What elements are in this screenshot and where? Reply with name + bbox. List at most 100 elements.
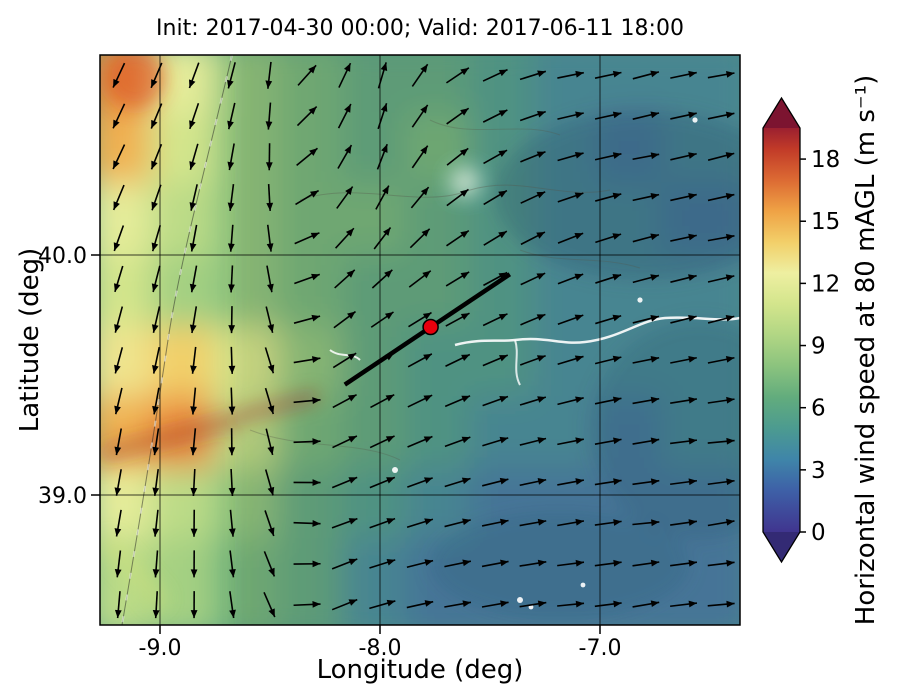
wind-arrow-head (347, 394, 357, 402)
wind-arrow-head (227, 243, 235, 252)
wind-arrow-head (267, 324, 275, 333)
wind-arrow-head (152, 487, 160, 496)
wind-arrow-head (575, 437, 584, 445)
wind-arrow-head (650, 70, 659, 78)
wind-arrow-head (500, 518, 509, 526)
wind-arrow-head (424, 559, 434, 566)
wind-arrow-head (726, 600, 735, 608)
x-tick-label: -7.0 (579, 636, 622, 661)
wind-arrow-head (190, 406, 197, 415)
wind-arrow-head (650, 152, 660, 160)
wind-arrow-head (420, 64, 428, 73)
terrain-contours (249, 119, 641, 461)
transect-annotations (343, 272, 512, 387)
wind-arrow-head (386, 599, 396, 607)
wind-arrow-head (384, 312, 394, 320)
wind-arrow-head (688, 315, 697, 322)
wind-arrow-head (498, 313, 508, 321)
wind-arrow-head (575, 70, 584, 78)
wind-arrow-head (726, 71, 735, 78)
wind-arrow-head (189, 202, 197, 211)
wind-arrow-head (575, 396, 584, 404)
wind-arrow-head (725, 274, 735, 281)
wind-arrow-head (725, 152, 735, 159)
wind-arrow-head (423, 353, 432, 361)
plot-border (99, 54, 741, 626)
wind-arrow-head (688, 274, 697, 281)
wind-arrow-head (265, 80, 273, 89)
wind-arrow-head (114, 364, 121, 374)
wind-arrow-head (498, 150, 508, 158)
wind-arrow-head (267, 486, 275, 496)
wind-arrow-head (537, 600, 547, 608)
wind-arrow-head (348, 436, 357, 443)
wind-arrow-head (460, 313, 470, 320)
wind-arrow-head (310, 232, 320, 240)
wind-arrow-head (650, 559, 660, 567)
wind-arrow-head (267, 364, 275, 374)
wind-arrow-head (462, 600, 471, 608)
wind-arrow-head (113, 201, 120, 210)
wind-arrow-head (688, 233, 697, 241)
wind-arrow-head (420, 145, 428, 155)
wind-arrow-head (725, 355, 735, 363)
wind-arrow-head (536, 151, 546, 158)
wind-arrow-head (384, 269, 393, 278)
wind-arrow-head (189, 243, 197, 252)
wind-arrow-head (725, 315, 735, 322)
wind-arrow-head (227, 79, 234, 89)
colorbar-tick-label: 3 (811, 458, 826, 484)
wind-arrow-head (420, 187, 429, 196)
wind-arrow-head (386, 559, 396, 566)
wind-arrow-head (575, 478, 584, 485)
wind-speed-field (100, 55, 740, 625)
wind-arrow-head (190, 446, 197, 456)
wind-arrow-head (114, 609, 122, 619)
wind-arrow-head (612, 396, 622, 404)
wind-arrow-head (227, 161, 235, 171)
wind-arrow-head (499, 355, 508, 362)
wind-arrow-head (613, 437, 622, 445)
site-marker (422, 318, 439, 336)
wind-arrow-head (267, 446, 275, 455)
wind-arrow-head (152, 528, 160, 537)
wind-arrow-head (726, 518, 735, 526)
wind-arrow-head (345, 228, 354, 237)
wind-arrow-head (381, 185, 389, 195)
colorbar-label: Horizontal wind speed at 80 mAGL (m s⁻¹) (851, 74, 881, 626)
coastline-fringe (121, 55, 233, 625)
wind-arrow-head (229, 568, 236, 578)
pale-spot-serra (451, 168, 479, 196)
wind-arrow-head (309, 148, 318, 156)
wind-arrow-head (500, 559, 509, 567)
wind-arrow-head (612, 355, 622, 363)
wind-arrow-head (725, 111, 735, 119)
wind-arrow-head (613, 559, 622, 567)
wind-arrow-head (344, 145, 352, 154)
wind-arrow-head (612, 70, 622, 78)
x-tick-label: -9.0 (139, 636, 182, 661)
wind-arrow-head (310, 190, 319, 198)
wind-arrow-head (267, 527, 275, 536)
wind-arrow-head (311, 314, 321, 322)
wind-arrow-head (190, 365, 197, 374)
wind-arrow-head (228, 325, 236, 334)
wind-arrow-head (498, 190, 507, 198)
y-tick-label: 40.0 (38, 244, 87, 269)
x-axis-label: Longitude (deg) (316, 655, 524, 685)
wind-arrow-head (152, 609, 160, 619)
wind-arrow-head (499, 477, 509, 485)
wind-arrow-head (113, 242, 121, 251)
wind-arrow-head (348, 599, 358, 606)
wind-arrow-head (381, 144, 388, 153)
wind-arrow-head (151, 242, 159, 252)
wind-arrow-head (650, 111, 660, 119)
wind-arrow-head (152, 446, 160, 456)
wind-arrow-head (498, 69, 508, 77)
colorbar-tick-label: 9 (811, 334, 826, 360)
wind-arrow-head (461, 436, 471, 444)
wind-arrow-head (574, 152, 584, 159)
wind-arrow-head (688, 355, 697, 363)
wind-arrow-head (423, 395, 433, 402)
wind-arrow-head (612, 314, 622, 322)
